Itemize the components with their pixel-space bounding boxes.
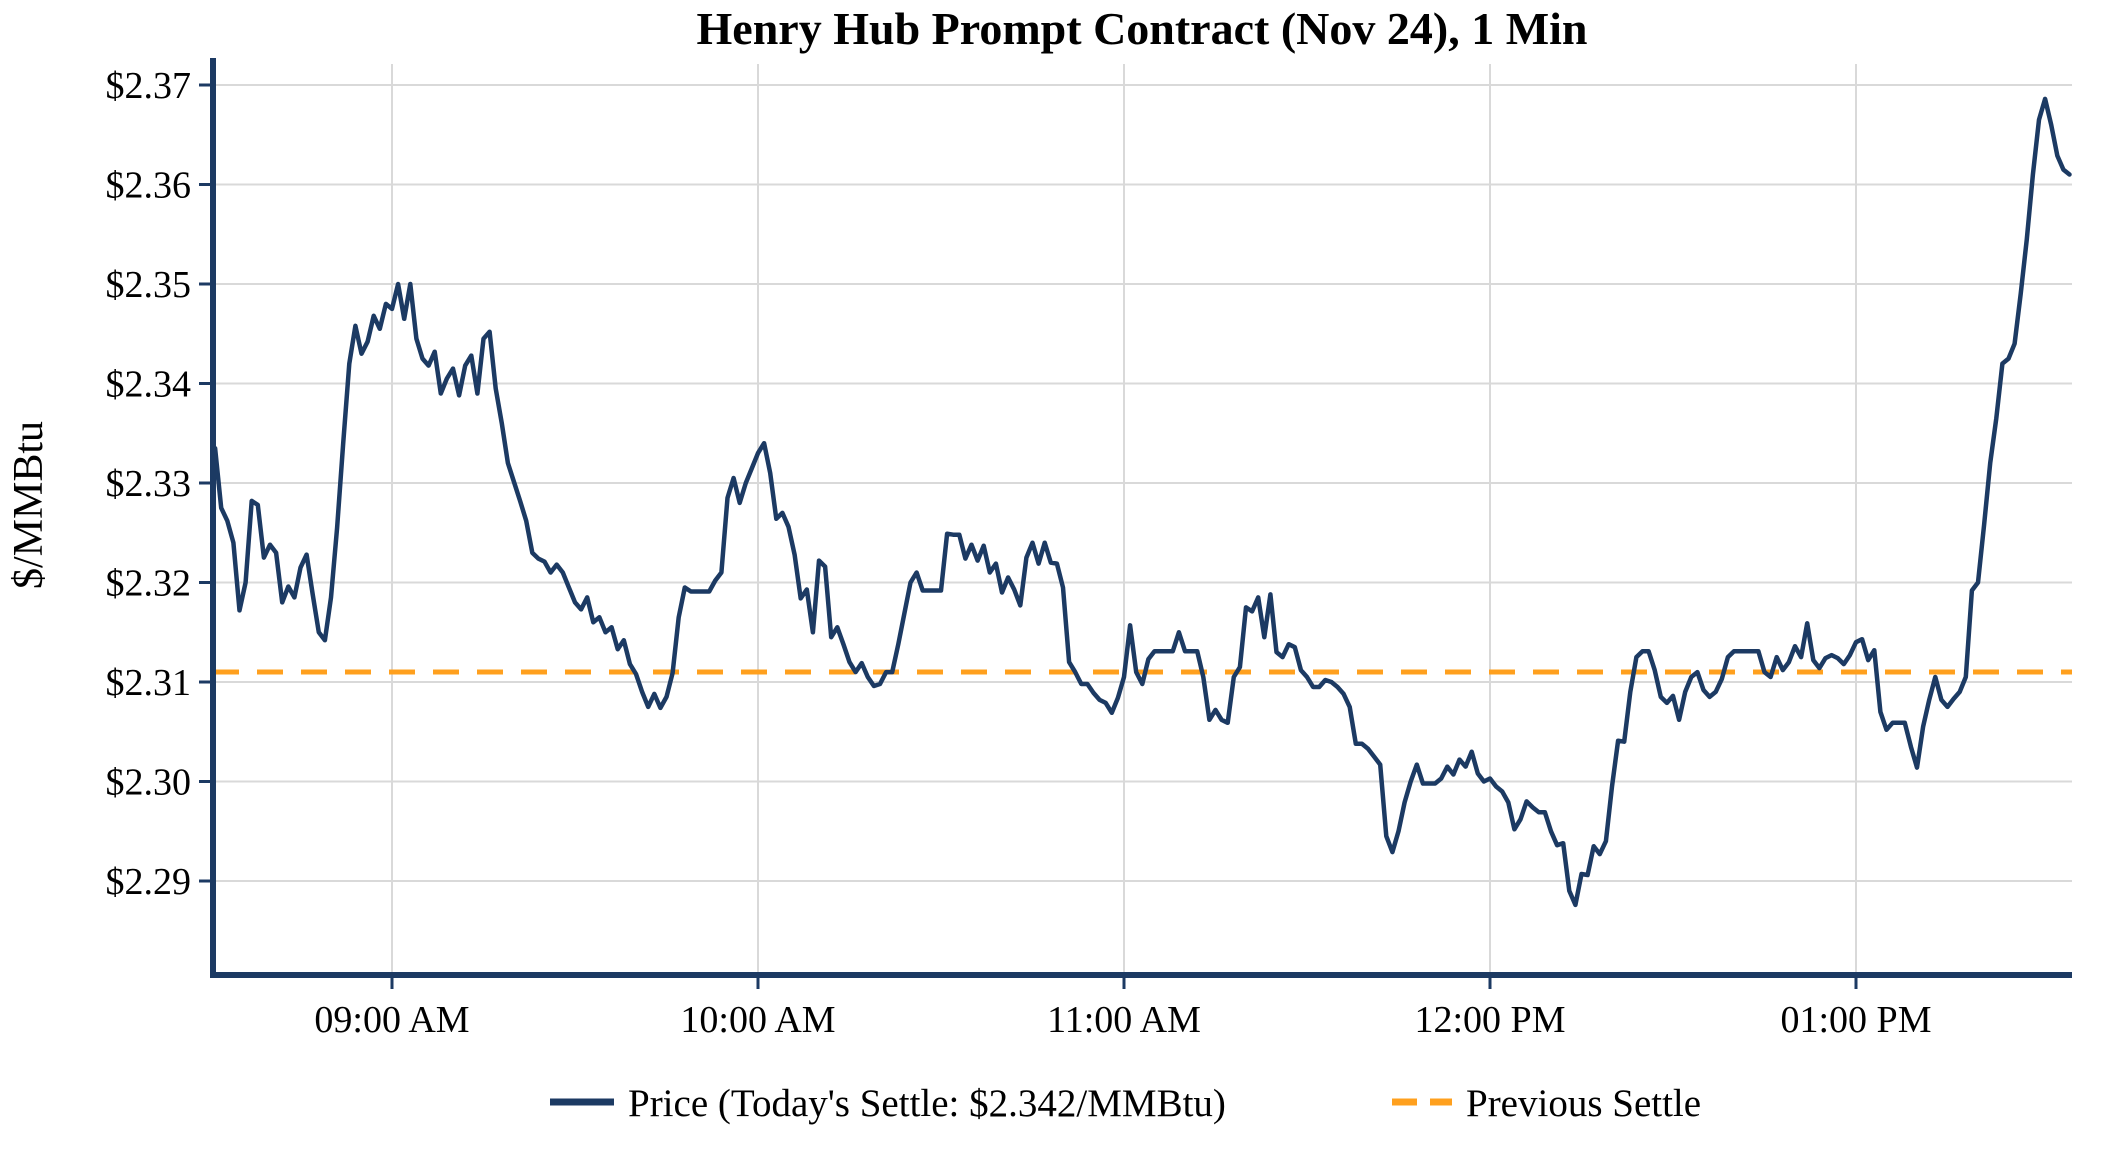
y-tick-label: $2.31 bbox=[106, 662, 192, 704]
x-tick-label: 10:00 AM bbox=[680, 999, 835, 1041]
x-tick-label: 01:00 PM bbox=[1781, 999, 1932, 1041]
y-tick-label: $2.34 bbox=[106, 364, 192, 406]
price-line bbox=[212, 96, 2072, 908]
x-tick-label: 12:00 PM bbox=[1415, 999, 1566, 1041]
legend-previous-settle-label: Previous Settle bbox=[1466, 1082, 1701, 1125]
y-tick-label: $2.35 bbox=[106, 264, 192, 306]
y-tick-label: $2.32 bbox=[106, 563, 192, 605]
gridlines bbox=[213, 64, 2072, 975]
series-layer bbox=[212, 96, 2072, 908]
chart-title: Henry Hub Prompt Contract (Nov 24), 1 Mi… bbox=[697, 3, 1588, 54]
legend: Price (Today's Settle: $2.342/MMBtu) Pre… bbox=[550, 1082, 1701, 1125]
x-tick-label: 09:00 AM bbox=[314, 999, 469, 1041]
y-tick-label: $2.37 bbox=[106, 65, 192, 107]
axis-ticks bbox=[199, 83, 1858, 989]
y-tick-label: $2.29 bbox=[106, 861, 192, 903]
legend-price-label: Price (Today's Settle: $2.342/MMBtu) bbox=[628, 1082, 1226, 1125]
y-axis-label: $/MMBtu bbox=[6, 421, 52, 589]
x-tick-label: 11:00 AM bbox=[1047, 999, 1201, 1041]
axis-tick-labels: $2.29 $2.30 $2.31 $2.32 $2.33 $2.34 $2.35 $2.36… bbox=[106, 65, 1932, 1041]
y-tick-label: $2.36 bbox=[106, 165, 192, 207]
y-tick-label: $2.30 bbox=[106, 762, 192, 804]
y-tick-label: $2.33 bbox=[106, 463, 192, 505]
